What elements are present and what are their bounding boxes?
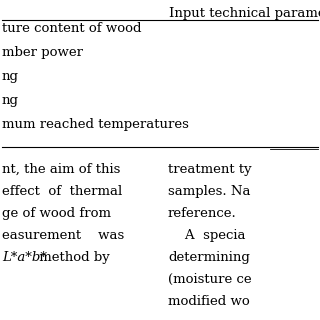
Text: ge of wood from: ge of wood from (2, 207, 111, 220)
Text: method by: method by (35, 251, 110, 264)
Text: L*a*b*: L*a*b* (2, 251, 47, 264)
Text: determining: determining (168, 251, 250, 264)
Text: easurement    was: easurement was (2, 229, 124, 242)
Text: ture content of wood: ture content of wood (2, 22, 141, 35)
Text: mum reached temperatures: mum reached temperatures (2, 118, 189, 131)
Text: reference.: reference. (168, 207, 237, 220)
Text: (moisture cе: (moisture cе (168, 273, 252, 286)
Text: A  specia: A specia (168, 229, 245, 242)
Text: ng: ng (2, 70, 19, 83)
Text: Input technical parameters: Input technical parameters (169, 7, 320, 20)
Text: mber power: mber power (2, 46, 83, 59)
Text: modified wo: modified wo (168, 295, 250, 308)
Text: effect  of  thermal: effect of thermal (2, 185, 122, 198)
Text: samples. Na: samples. Na (168, 185, 251, 198)
Text: ng: ng (2, 94, 19, 107)
Text: treatment ty: treatment ty (168, 163, 252, 176)
Text: nt, the aim of this: nt, the aim of this (2, 163, 120, 176)
